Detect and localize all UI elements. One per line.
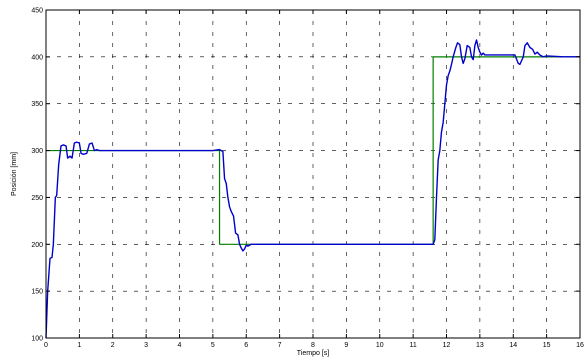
- x-tick-label: 11: [409, 342, 416, 349]
- x-tick-label: 10: [376, 342, 384, 349]
- x-tick-label: 6: [244, 342, 248, 349]
- x-tick-label: 5: [211, 342, 215, 349]
- x-axis-label: Tiempo [s]: [297, 350, 329, 357]
- response-series-line: [45, 39, 580, 339]
- x-tick-label: 14: [509, 342, 517, 349]
- x-tick-label: 7: [278, 342, 282, 349]
- y-tick-labels: 100 150 200 250 300 350 400 450: [31, 8, 43, 343]
- x-tick-label: 8: [311, 342, 315, 349]
- x-tick-label: 16: [576, 342, 584, 349]
- y-tick-label: 350: [31, 101, 43, 108]
- x-tick-label: 13: [476, 342, 484, 349]
- y-tick-label: 150: [31, 289, 43, 296]
- y-tick-label: 400: [31, 54, 43, 61]
- x-tick-label: 12: [443, 342, 451, 349]
- x-tick-label: 15: [543, 342, 551, 349]
- x-tick-label: 4: [178, 342, 182, 349]
- axis-ticks: [45, 9, 581, 339]
- x-tick-labels: 0 1 2 3 4 5 6 7 8 9 10 11 12 13 14 15 16: [44, 342, 584, 349]
- series-lines: [45, 39, 580, 339]
- y-tick-label: 300: [31, 148, 43, 155]
- y-axis-label: Posición [mm]: [11, 152, 18, 196]
- y-tick-label: 200: [31, 242, 43, 249]
- y-tick-label: 450: [31, 8, 43, 15]
- x-tick-label: 2: [111, 342, 115, 349]
- x-tick-label: 0: [44, 342, 48, 349]
- y-tick-label: 250: [31, 195, 43, 202]
- y-tick-label: 100: [31, 336, 43, 343]
- x-tick-label: 3: [144, 342, 148, 349]
- x-tick-label: 9: [344, 342, 348, 349]
- x-tick-label: 1: [77, 342, 81, 349]
- plot-background: [46, 10, 580, 338]
